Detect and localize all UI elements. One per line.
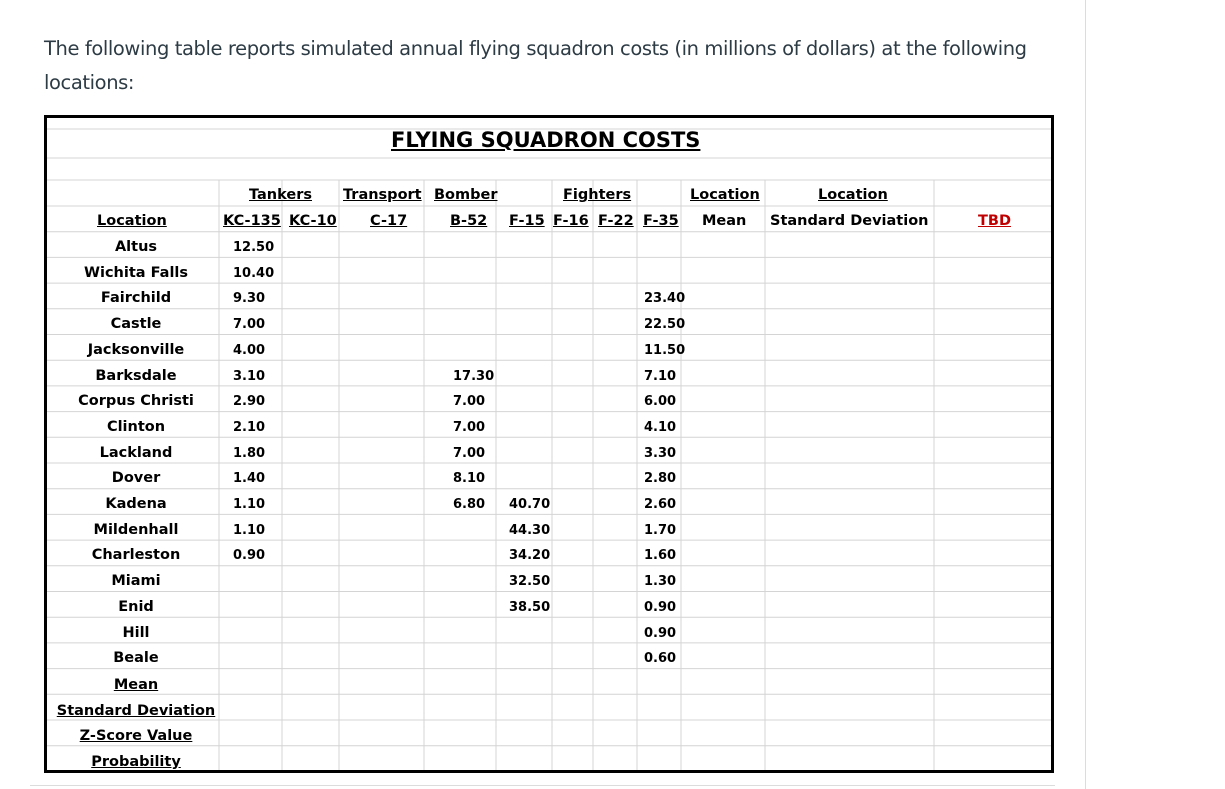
column-header-kc135: KC-135 xyxy=(223,213,281,229)
cell-f16: 38.50 xyxy=(509,599,551,615)
column-header-sd: Standard Deviation xyxy=(770,213,929,229)
group-header-location-sd: Location xyxy=(818,187,888,203)
group-header-fighters: Fighters xyxy=(563,187,632,203)
summary-label: Standard Deviation xyxy=(56,702,216,719)
row-location-label: Altus xyxy=(114,239,158,255)
cell-kc135: 2.10 xyxy=(233,419,266,435)
row-location-label: Wichita Falls xyxy=(83,264,189,281)
intro-line-2: locations: xyxy=(44,71,135,94)
column-header-location: Location xyxy=(97,213,167,229)
summary-label: Mean xyxy=(113,676,159,693)
row-location-label: Kadena xyxy=(105,496,167,512)
intro-paragraph: The following table reports simulated an… xyxy=(44,32,1064,100)
cell-kc135: 9.30 xyxy=(233,291,266,307)
row-location-label: Clinton xyxy=(106,418,166,435)
column-header-f16: F-16 xyxy=(553,213,589,229)
cell-f35: 3.30 xyxy=(644,445,677,461)
cell-f16: 34.20 xyxy=(509,548,551,564)
cell-kc135: 2.90 xyxy=(233,394,266,410)
cell-f35: 1.70 xyxy=(644,522,677,538)
column-header-b52: B-52 xyxy=(450,213,488,229)
column-header-c17: C-17 xyxy=(370,213,408,229)
cell-f35: 0.90 xyxy=(644,625,677,641)
cell-kc135: 4.00 xyxy=(233,342,266,358)
group-header-bomber: Bomber xyxy=(434,187,498,203)
cell-kc135: 0.90 xyxy=(233,548,266,564)
cell-kc135: 1.40 xyxy=(233,471,266,487)
cell-kc135: 1.80 xyxy=(233,445,266,461)
intro-line-1: The following table reports simulated an… xyxy=(44,37,1027,60)
cell-b52: 8.10 xyxy=(453,471,486,487)
cell-f35: 7.10 xyxy=(644,368,677,384)
row-location-label: Jacksonville xyxy=(87,341,185,358)
row-location-label: Enid xyxy=(118,598,154,615)
cell-f16: 44.30 xyxy=(509,522,551,538)
cell-f35: 2.80 xyxy=(644,471,677,487)
cell-f35: 1.30 xyxy=(644,574,677,590)
row-location-label: Corpus Christi xyxy=(78,393,194,410)
cell-b52: 17.30 xyxy=(453,368,495,384)
row-location-label: Castle xyxy=(110,316,162,333)
cell-f35: 22.50 xyxy=(644,317,686,333)
cell-f35: 2.60 xyxy=(644,497,677,512)
cell-b52: 7.00 xyxy=(453,445,486,461)
cell-kc135: 1.10 xyxy=(233,497,266,512)
spreadsheet-image: FLYING SQUADRON COSTS Tankers Transport … xyxy=(44,115,1054,773)
row-location-label: Fairchild xyxy=(100,290,172,307)
cell-b52: 7.00 xyxy=(453,419,486,435)
row-location-label: Lackland xyxy=(99,444,173,461)
group-header-transport: Transport xyxy=(343,187,422,203)
spreadsheet-grid xyxy=(47,128,1051,770)
group-header-tankers: Tankers xyxy=(249,187,312,203)
row-location-label: Barksdale xyxy=(95,367,177,384)
row-location-label: Charleston xyxy=(91,547,181,564)
cell-f35: 1.60 xyxy=(644,548,677,564)
row-location-label: Dover xyxy=(111,470,161,487)
cell-f35: 11.50 xyxy=(644,342,686,358)
summary-label: Probability xyxy=(91,754,181,770)
summary-label: Z-Score Value xyxy=(79,728,193,745)
row-location-label: Miami xyxy=(111,573,161,590)
column-header-kc10: KC-10 xyxy=(289,213,337,229)
row-location-label: Hill xyxy=(122,624,150,641)
cell-f35: 0.60 xyxy=(644,651,677,667)
cell-b52: 6.80 xyxy=(453,497,486,512)
row-location-label: Mildenhall xyxy=(93,521,179,538)
cell-kc135: 10.40 xyxy=(233,265,275,281)
column-header-f15: F-15 xyxy=(509,213,545,229)
cell-f16: 40.70 xyxy=(509,497,551,512)
cell-b52: 7.00 xyxy=(453,394,486,410)
content-card xyxy=(1085,0,1086,789)
cell-f35: 4.10 xyxy=(644,419,677,435)
table-title: FLYING SQUADRON COSTS xyxy=(391,128,701,152)
cell-f35: 6.00 xyxy=(644,394,677,410)
cell-kc135: 3.10 xyxy=(233,368,266,384)
column-header-f35: F-35 xyxy=(643,213,679,229)
cell-f35: 23.40 xyxy=(644,291,686,307)
cell-f35: 0.90 xyxy=(644,599,677,615)
bottom-divider xyxy=(30,785,1055,786)
cell-kc135: 7.00 xyxy=(233,317,266,333)
column-header-tbd: TBD xyxy=(978,213,1011,229)
column-header-f22: F-22 xyxy=(598,213,634,229)
group-header-location-mean: Location xyxy=(690,187,760,203)
column-header-mean: Mean xyxy=(702,213,747,229)
row-location-label: Beale xyxy=(113,650,159,667)
cell-kc135: 12.50 xyxy=(233,240,275,255)
cell-kc135: 1.10 xyxy=(233,522,266,538)
cell-f16: 32.50 xyxy=(509,574,551,590)
